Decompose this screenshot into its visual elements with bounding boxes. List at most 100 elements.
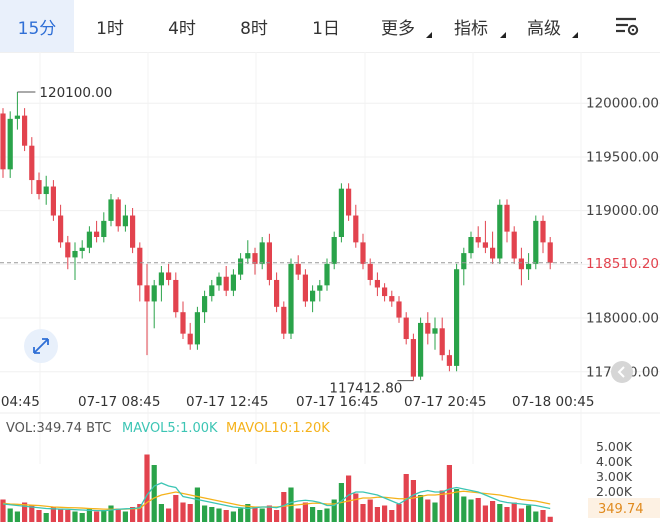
candle-body	[497, 204, 503, 259]
candle-body	[274, 279, 280, 307]
candle-body	[230, 274, 236, 291]
candle-body	[396, 301, 402, 318]
tab-3[interactable]: 8时	[218, 0, 290, 52]
price-tick-label: 119500.00	[586, 149, 659, 165]
tab-5[interactable]: 更多	[362, 0, 434, 52]
volume-bar	[101, 510, 107, 522]
volume-bar	[497, 504, 503, 522]
candle-body	[0, 113, 6, 170]
candle-body	[338, 188, 344, 237]
tab-7[interactable]: 高级	[508, 0, 580, 52]
volume-bar	[108, 505, 114, 522]
candle-body	[346, 188, 352, 216]
candle-body	[389, 296, 395, 302]
candle-body	[540, 220, 546, 243]
time-tick-label: 07-17 20:45	[404, 394, 486, 410]
volume-bar	[166, 508, 172, 522]
mavol10-label: MAVOL10:1.20K	[226, 421, 330, 436]
volume-bar	[432, 502, 438, 522]
volume-bar	[353, 493, 359, 522]
candle-body	[194, 312, 200, 345]
candle-body	[86, 231, 92, 248]
candle-body	[382, 287, 388, 297]
candle-body	[144, 285, 150, 302]
volume-tick-label: 4.00K	[596, 454, 633, 469]
candle-body	[209, 285, 215, 297]
tab-6[interactable]: 指标	[434, 0, 508, 52]
price-chart[interactable]: 120000.00119500.00119000.00118000.001175…	[0, 52, 660, 524]
volume-bar	[389, 510, 395, 522]
time-tick-label: 7 04:45	[0, 394, 40, 410]
volume-bar	[245, 504, 251, 522]
time-tick-label: 07-17 16:45	[296, 394, 378, 410]
mavol5-line	[2, 482, 551, 512]
tab-4[interactable]: 1日	[290, 0, 362, 52]
expand-arrows-icon[interactable]	[33, 338, 49, 354]
volume-bar	[86, 508, 92, 522]
volume-bar	[346, 475, 352, 522]
volume-bar	[504, 507, 510, 522]
candle-body	[115, 199, 121, 227]
volume-bar	[324, 508, 330, 522]
volume-bar	[230, 511, 236, 522]
candle-body	[403, 317, 409, 340]
candle-body	[137, 247, 143, 286]
dropdown-caret-icon	[426, 32, 432, 38]
volume-bar	[418, 495, 424, 522]
volume-bar	[29, 505, 35, 522]
volume-bar	[216, 508, 222, 522]
volume-bar	[43, 513, 49, 522]
tab-0[interactable]: 15分	[0, 0, 74, 52]
candle-body	[252, 253, 258, 264]
volume-bar	[482, 505, 488, 522]
candle-body	[29, 145, 35, 181]
volume-bar	[115, 508, 121, 522]
candle-body	[288, 263, 294, 334]
time-tick-label: 07-18 00:45	[512, 394, 594, 410]
tab-2[interactable]: 4时	[146, 0, 218, 52]
candle-body	[14, 115, 20, 119]
candle-body	[122, 215, 128, 227]
volume-bar	[144, 454, 150, 522]
tab-1[interactable]: 1时	[74, 0, 146, 52]
candle-body	[130, 215, 136, 248]
volume-bar	[382, 505, 388, 522]
price-tick-label: 120000.00	[586, 96, 659, 112]
candle-body	[101, 220, 107, 237]
volume-bar	[374, 507, 380, 522]
candle-body	[475, 237, 481, 243]
volume-bar	[151, 465, 157, 522]
candle-body	[223, 276, 229, 291]
volume-bar	[36, 510, 42, 522]
volume-bar	[461, 496, 467, 522]
volume-bar	[0, 499, 6, 522]
volume-bar	[526, 505, 532, 522]
volume-bar	[360, 504, 366, 522]
chart-settings-icon[interactable]	[614, 14, 640, 38]
candle-body	[259, 242, 265, 264]
current-volume-label: 349.74	[598, 502, 644, 517]
candle-body	[482, 242, 488, 248]
volume-bar	[547, 516, 553, 522]
candle-body	[65, 242, 71, 258]
volume-bar	[72, 511, 78, 522]
volume-bar	[468, 499, 474, 522]
volume-bar	[288, 487, 294, 522]
tab-label: 1时	[96, 18, 124, 39]
candle-body	[353, 215, 359, 243]
volume-bar	[302, 502, 308, 522]
volume-bar	[310, 507, 316, 522]
candle-body	[425, 322, 431, 334]
candle-body	[526, 263, 532, 270]
volume-bar	[281, 492, 287, 522]
volume-bar	[403, 474, 409, 522]
low-price-label: 117412.80	[329, 381, 402, 397]
volume-bar	[94, 511, 100, 522]
volume-bar	[65, 510, 71, 522]
candle-body	[238, 258, 244, 275]
candle-body	[187, 333, 193, 345]
candle-body	[410, 339, 416, 377]
volume-bar	[490, 501, 496, 522]
volume-bar	[122, 511, 128, 522]
candle-body	[173, 279, 179, 313]
